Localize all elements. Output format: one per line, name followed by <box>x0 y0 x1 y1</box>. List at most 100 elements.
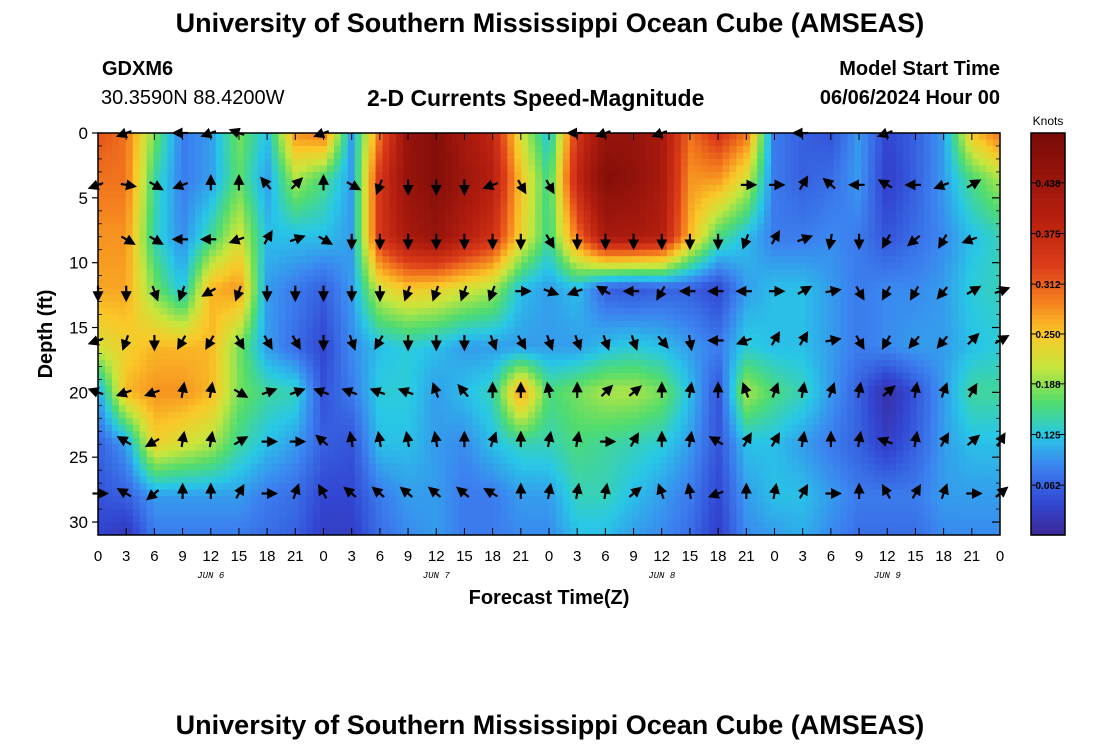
heat-cell <box>236 191 245 199</box>
heat-cell <box>604 191 613 199</box>
heat-cell <box>493 191 502 199</box>
heat-cell <box>958 334 966 342</box>
heat-cell <box>167 359 175 368</box>
heat-cell <box>98 171 106 179</box>
heat-cell <box>750 262 758 270</box>
heat-cell <box>465 133 474 141</box>
heat-cell <box>680 139 689 147</box>
heat-cell <box>743 152 751 160</box>
heat-cell <box>271 204 279 212</box>
heat-cell <box>236 158 245 167</box>
heat-cell <box>840 217 848 225</box>
heat-cell <box>333 152 342 160</box>
heat-cell <box>958 353 966 361</box>
heat-cell <box>562 236 571 244</box>
heat-cell <box>694 301 703 309</box>
heat-cell <box>764 314 772 322</box>
heat-cell <box>98 145 106 154</box>
heat-cell <box>562 359 571 368</box>
heat-cell <box>819 152 828 160</box>
heat-cell <box>243 334 252 342</box>
heat-cell <box>771 139 779 147</box>
heat-cell <box>653 191 661 199</box>
heat-cell <box>812 353 821 361</box>
heat-cell <box>306 249 314 257</box>
model-start-label: Model Start Time <box>839 58 1000 80</box>
heat-cell <box>111 359 120 368</box>
heat-cell <box>875 366 883 374</box>
heat-cell <box>139 288 148 296</box>
heat-cell <box>202 295 210 303</box>
heat-cell <box>326 256 335 264</box>
heat-cell <box>687 321 696 329</box>
heat-cell <box>660 282 668 290</box>
heat-cell <box>993 366 1000 374</box>
heat-cell <box>340 197 349 205</box>
heat-cell <box>777 165 786 173</box>
heat-cell <box>306 152 314 160</box>
heat-cell <box>104 145 113 154</box>
heat-cell <box>264 379 273 387</box>
heat-cell <box>444 139 453 147</box>
heat-cell <box>895 262 904 270</box>
heat-cell <box>125 249 134 257</box>
heat-cell <box>153 295 162 303</box>
heat-cell <box>368 204 377 212</box>
heat-cell <box>666 346 675 355</box>
heat-cell <box>979 152 987 160</box>
heat-cell <box>951 314 959 322</box>
heat-cell <box>528 230 536 238</box>
heat-cell <box>597 223 606 231</box>
heat-cell <box>764 308 772 316</box>
heat-cell <box>673 308 682 316</box>
heat-cell <box>972 340 980 348</box>
heat-cell <box>784 210 793 218</box>
heat-cell <box>777 158 786 167</box>
heat-cell <box>847 327 855 335</box>
heat-cell <box>104 308 113 316</box>
heat-cell <box>521 197 529 205</box>
heat-cell <box>354 282 363 290</box>
heat-cell <box>972 359 980 368</box>
heat-cell <box>611 152 619 160</box>
heat-cell <box>118 346 127 355</box>
heat-cell <box>306 275 314 283</box>
heat-cell <box>514 230 522 238</box>
heat-cell <box>528 314 536 322</box>
heat-cell <box>472 139 481 147</box>
heat-cell <box>257 379 266 387</box>
heat-cell <box>771 340 779 348</box>
heat-cell <box>285 197 293 205</box>
heat-cell <box>500 269 508 277</box>
heat-cell <box>403 262 411 270</box>
heat-cell <box>798 314 807 322</box>
heat-cell <box>875 308 883 316</box>
heat-cell <box>354 340 363 348</box>
heat-cell <box>236 282 245 290</box>
heat-cell <box>833 133 842 141</box>
heat-cell <box>618 236 626 244</box>
plot-title: 2-D Currents Speed-Magnitude <box>367 85 705 111</box>
heat-cell <box>916 262 925 270</box>
heat-cell <box>410 230 418 238</box>
heat-cell <box>583 308 592 316</box>
heat-cell <box>125 139 134 147</box>
heat-cell <box>222 275 231 283</box>
heat-cell <box>472 262 481 270</box>
heat-cell <box>146 340 155 348</box>
heat-cell <box>819 210 828 218</box>
heat-cell <box>597 359 606 368</box>
heat-cell <box>729 353 737 361</box>
heat-cell <box>909 321 918 329</box>
heat-cell <box>708 282 717 290</box>
heat-cell <box>389 145 397 154</box>
heat-cell <box>937 210 946 218</box>
heat-cell <box>493 314 502 322</box>
heat-cell <box>618 243 626 251</box>
heat-cell <box>784 178 793 186</box>
heat-cell <box>98 204 106 212</box>
heat-cell <box>396 379 404 387</box>
heat-cell <box>507 256 515 264</box>
heat-cell <box>507 295 515 303</box>
heat-cell <box>104 295 113 303</box>
